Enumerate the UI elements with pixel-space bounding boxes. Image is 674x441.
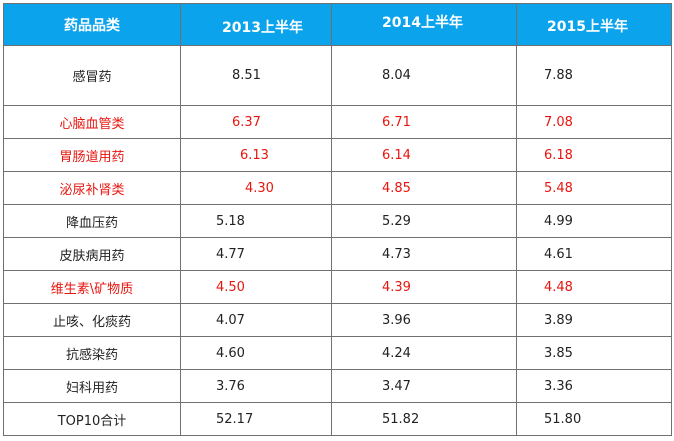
header-2014-h1: 2014上半年 [331, 3, 517, 46]
value-2013: 6.13 [180, 138, 332, 172]
table-row: 胃肠道用药 6.13 6.14 6.18 [3, 138, 672, 172]
value-2015: 4.99 [516, 204, 672, 238]
value-2014: 8.04 [331, 45, 517, 106]
value-2014: 4.39 [331, 270, 517, 304]
table-row: 皮肤病用药 4.77 4.73 4.61 [3, 237, 672, 271]
value-2013: 5.18 [180, 204, 332, 238]
table-row: 心脑血管类 6.37 6.71 7.08 [3, 105, 672, 139]
value-2013: 4.07 [180, 303, 332, 337]
header-row: 药品品类 2013上半年 2014上半年 2015上半年 [3, 3, 672, 46]
value-2015: 7.88 [516, 45, 672, 106]
row-category: 维生素\矿物质 [3, 270, 181, 304]
value-2015: 51.80 [516, 402, 672, 436]
drug-category-sales-table: 药品品类 2013上半年 2014上半年 2015上半年 感冒药 8.51 8.… [3, 3, 672, 436]
table-row: 维生素\矿物质 4.50 4.39 4.48 [3, 270, 672, 304]
value-2013: 52.17 [180, 402, 332, 436]
table-row: 感冒药 8.51 8.04 7.88 [3, 45, 672, 106]
value-2014: 5.29 [331, 204, 517, 238]
row-category: 妇科用药 [3, 369, 181, 403]
table-row: 泌尿补肾类 4.30 4.85 5.48 [3, 171, 672, 205]
value-2014: 4.73 [331, 237, 517, 271]
value-2014: 3.96 [331, 303, 517, 337]
table-row-total: TOP10合计 52.17 51.82 51.80 [3, 402, 672, 436]
value-2015: 4.48 [516, 270, 672, 304]
value-2013: 4.50 [180, 270, 332, 304]
row-category: 降血压药 [3, 204, 181, 238]
value-2013: 3.76 [180, 369, 332, 403]
value-2014: 6.14 [331, 138, 517, 172]
value-2015: 4.61 [516, 237, 672, 271]
value-2014: 3.47 [331, 369, 517, 403]
row-category: 胃肠道用药 [3, 138, 181, 172]
value-2013: 4.60 [180, 336, 332, 370]
table-row: 妇科用药 3.76 3.47 3.36 [3, 369, 672, 403]
value-2015: 7.08 [516, 105, 672, 139]
value-2015: 6.18 [516, 138, 672, 172]
value-2015: 3.89 [516, 303, 672, 337]
value-2015: 5.48 [516, 171, 672, 205]
value-2014: 4.24 [331, 336, 517, 370]
value-2014: 4.85 [331, 171, 517, 205]
value-2013: 4.77 [180, 237, 332, 271]
value-2015: 3.36 [516, 369, 672, 403]
row-category: 感冒药 [3, 45, 181, 106]
header-category: 药品品类 [3, 3, 181, 46]
row-category: 抗感染药 [3, 336, 181, 370]
table-row: 止咳、化痰药 4.07 3.96 3.89 [3, 303, 672, 337]
row-category: TOP10合计 [3, 402, 181, 436]
table-row: 降血压药 5.18 5.29 4.99 [3, 204, 672, 238]
header-2013-h1: 2013上半年 [180, 3, 332, 46]
value-2014: 51.82 [331, 402, 517, 436]
value-2015: 3.85 [516, 336, 672, 370]
table-row: 抗感染药 4.60 4.24 3.85 [3, 336, 672, 370]
value-2013: 6.37 [180, 105, 332, 139]
value-2013: 4.30 [180, 171, 332, 205]
row-category: 止咳、化痰药 [3, 303, 181, 337]
row-category: 泌尿补肾类 [3, 171, 181, 205]
row-category: 皮肤病用药 [3, 237, 181, 271]
row-category: 心脑血管类 [3, 105, 181, 139]
value-2014: 6.71 [331, 105, 517, 139]
value-2013: 8.51 [180, 45, 332, 106]
header-2015-h1: 2015上半年 [516, 3, 672, 46]
